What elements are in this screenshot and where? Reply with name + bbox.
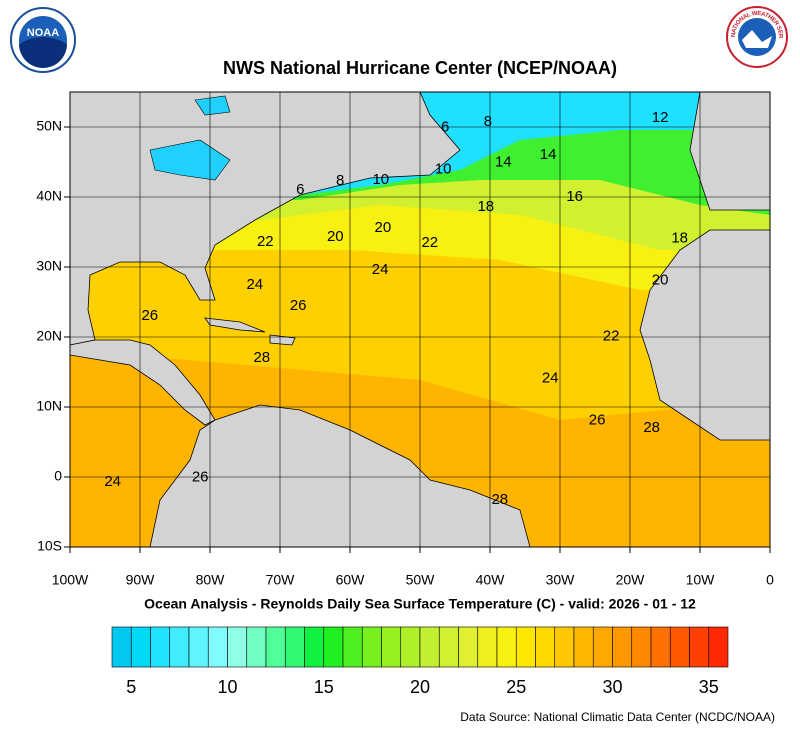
colorbar-tick-label: 20 xyxy=(410,677,430,697)
colorbar-cell xyxy=(708,626,729,668)
colorbar-cell xyxy=(554,626,575,668)
contour-label: 24 xyxy=(246,276,263,293)
colorbar-cell xyxy=(535,626,556,668)
contour-label: 24 xyxy=(542,369,559,386)
x-tick-label: 60W xyxy=(336,572,366,588)
colorbar-cell xyxy=(477,626,498,668)
contour-label: 28 xyxy=(253,349,270,366)
colorbar-cell xyxy=(438,626,459,668)
contour-label: 16 xyxy=(566,188,583,205)
colorbar: 5 10 15 20 25 30 35 xyxy=(111,626,729,697)
x-tick-label: 90W xyxy=(126,572,156,588)
x-tick-label: 70W xyxy=(266,572,296,588)
colorbar-cell xyxy=(496,626,517,668)
colorbar-cell xyxy=(265,626,286,668)
contour-label: 10 xyxy=(435,161,452,178)
colorbar-cell xyxy=(361,626,382,668)
colorbar-cell xyxy=(669,626,690,668)
x-tick-label: 20W xyxy=(616,572,646,588)
contour-label: 26 xyxy=(192,469,209,486)
contour-label: 14 xyxy=(495,154,512,171)
colorbar-tick-label: 35 xyxy=(699,677,719,697)
colorbar-cell xyxy=(515,626,536,668)
contour-label: 20 xyxy=(375,219,392,236)
y-tick-label: 50N xyxy=(36,118,62,134)
colorbar-cell xyxy=(381,626,402,668)
x-tick-label: 100W xyxy=(52,572,89,588)
x-tick-label: 30W xyxy=(546,572,576,588)
y-tick-label: 20N xyxy=(36,328,62,344)
contour-label: 6 xyxy=(441,119,449,136)
colorbar-cell xyxy=(304,626,325,668)
colorbar-tick-label: 25 xyxy=(506,677,526,697)
colorbar-cell xyxy=(612,626,633,668)
x-tick-label: 50W xyxy=(406,572,436,588)
colorbar-cell xyxy=(150,626,171,668)
x-tick-label: 10W xyxy=(686,572,716,588)
colorbar-cell xyxy=(419,626,440,668)
colorbar-cell xyxy=(650,626,671,668)
contour-label: 28 xyxy=(643,419,660,436)
contour-label: 26 xyxy=(589,411,606,428)
contour-label: 6 xyxy=(296,181,304,198)
contour-labels: 6 8 12 14 14 10 10 8 6 18 16 18 22 20 20 22 24 24 26 26 20 22… xyxy=(104,109,688,508)
contour-label: 24 xyxy=(372,261,389,278)
y-tick-label: 10N xyxy=(36,398,62,414)
axes: 100W 90W 80W 70W 60W 50W 40W 30W 20W 10W 0 10S 0 10N 2… xyxy=(36,118,774,588)
source: Data Source: National Climatic Data Cent… xyxy=(460,710,775,724)
colorbar-tick-label: 5 xyxy=(126,677,136,697)
contour-label: 26 xyxy=(141,307,158,324)
y-tick-label: 40N xyxy=(36,188,62,204)
colorbar-tick-label: 15 xyxy=(314,677,334,697)
title: NWS National Hurricane Center (NCEP/NOAA… xyxy=(223,58,617,78)
noaa-logo: NOAA xyxy=(10,7,76,73)
contour-label: 20 xyxy=(327,228,344,245)
colorbar-tick-label: 30 xyxy=(602,677,622,697)
x-tick-label: 0 xyxy=(766,572,774,588)
nws-text: NATIONAL WEATHER SERVICE xyxy=(0,0,784,39)
contour-label: 22 xyxy=(257,233,274,250)
contour-label: 8 xyxy=(336,172,344,189)
colorbar-cell xyxy=(689,626,710,668)
colorbar-cell xyxy=(573,626,594,668)
caption: Ocean Analysis - Reynolds Daily Sea Surf… xyxy=(144,596,696,612)
nws-ring-text: NATIONAL WEATHER SERVICE xyxy=(0,0,784,39)
contour-label: 12 xyxy=(652,109,669,126)
colorbar-cell xyxy=(400,626,421,668)
contour-label: 20 xyxy=(652,271,669,288)
colorbar-tick-label: 10 xyxy=(217,677,237,697)
contour-label: 28 xyxy=(491,491,508,508)
contour-label: 10 xyxy=(372,171,389,188)
colorbar-cell xyxy=(458,626,479,668)
y-tick-label: 10S xyxy=(37,538,62,554)
contour-label: 22 xyxy=(421,234,438,251)
contour-label: 22 xyxy=(603,327,620,344)
y-tick-label: 30N xyxy=(36,258,62,274)
colorbar-cell xyxy=(111,626,132,668)
colorbar-cell xyxy=(284,626,305,668)
contour-label: 24 xyxy=(104,473,121,490)
colorbar-cell xyxy=(631,626,652,668)
contour-label: 14 xyxy=(540,146,557,163)
colorbar-cell xyxy=(207,626,228,668)
contour-label: 26 xyxy=(290,297,307,314)
x-tick-label: 80W xyxy=(196,572,226,588)
contour-label: 18 xyxy=(477,198,494,215)
noaa-text: NOAA xyxy=(27,27,59,39)
x-tick-label: 40W xyxy=(476,572,506,588)
contour-label: 18 xyxy=(671,229,688,246)
y-tick-label: 0 xyxy=(54,468,62,484)
colorbar-cell xyxy=(342,626,363,668)
colorbar-cell xyxy=(188,626,209,668)
colorbar-cell xyxy=(169,626,190,668)
colorbar-cell xyxy=(592,626,613,668)
colorbar-cell xyxy=(323,626,344,668)
colorbar-cell xyxy=(130,626,151,668)
colorbar-cell xyxy=(246,626,267,668)
contour-label: 8 xyxy=(484,113,492,130)
colorbar-cell xyxy=(227,626,248,668)
